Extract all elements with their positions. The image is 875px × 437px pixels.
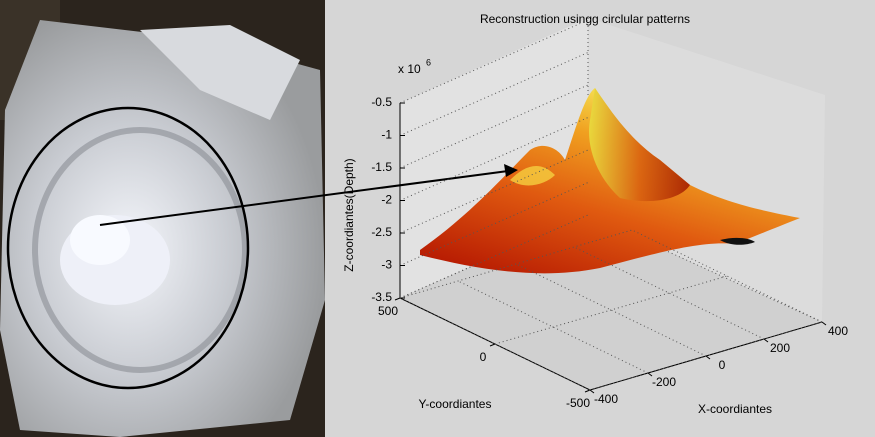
z-tick-label: -0.5 <box>371 95 392 109</box>
z-tick-label: -2 <box>381 193 392 207</box>
figure: Reconstruction usingg circlular patterns… <box>0 0 875 437</box>
plot-title: Reconstruction usingg circlular patterns <box>480 12 690 26</box>
z-tick-label: -1.5 <box>371 160 392 174</box>
z-exponent: 6 <box>426 57 431 67</box>
x-tick-label: 0 <box>719 358 726 372</box>
z-tick-label: -2.5 <box>371 225 392 239</box>
x-axis-label: X-coordiantes <box>698 402 772 416</box>
y-tick-label: 500 <box>378 304 398 318</box>
x-tick-label: -200 <box>652 375 676 389</box>
z-tick-label: -3 <box>381 258 392 272</box>
z-axis-label: Z-coordiantes(Depth) <box>342 158 356 271</box>
photo <box>0 0 325 437</box>
y-axis-label: Y-coordiantes <box>419 397 492 411</box>
x-tick-label: -400 <box>594 392 618 406</box>
z-tick-label: -1 <box>381 128 392 142</box>
y-tick-label: -500 <box>566 396 590 410</box>
z-multiplier: x 10 <box>398 62 421 76</box>
z-tick-label: -3.5 <box>371 290 392 304</box>
y-tick-label: 0 <box>480 350 487 364</box>
x-tick-label: 200 <box>770 341 790 355</box>
x-tick-label: 400 <box>828 324 848 338</box>
